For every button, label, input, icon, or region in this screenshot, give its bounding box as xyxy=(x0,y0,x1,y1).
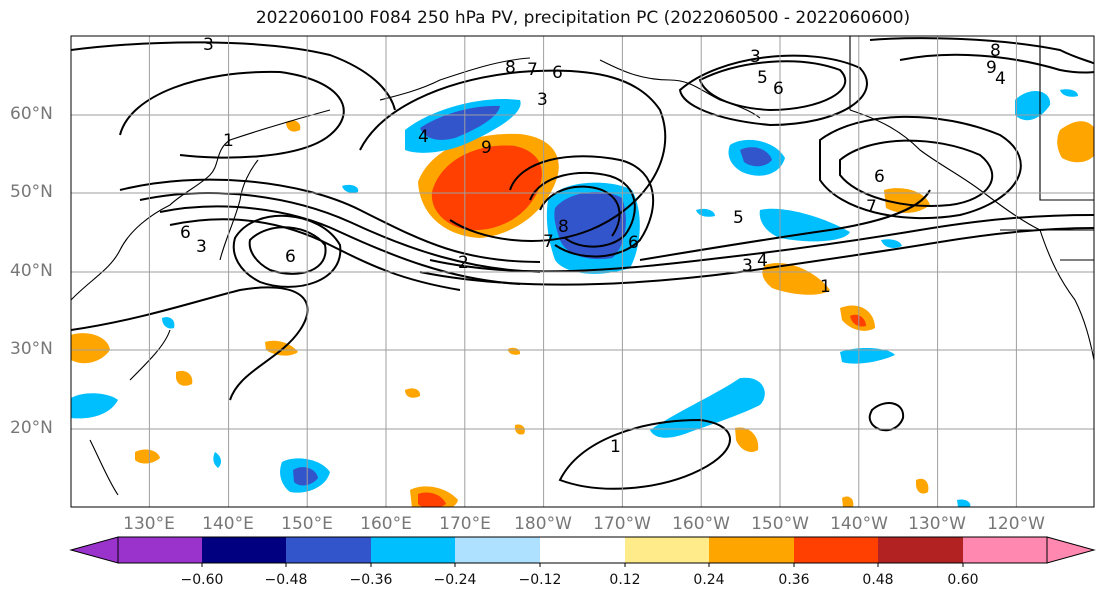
contour-label: 4 xyxy=(418,127,429,147)
colorbar-swatch xyxy=(118,537,202,563)
colorbar-tick-label: −0.60 xyxy=(180,572,224,588)
colorbar-tick-label: −0.36 xyxy=(349,572,393,588)
colorbar-swatch xyxy=(794,537,878,563)
colorbar-swatch xyxy=(963,537,1047,563)
contour-label: 1 xyxy=(223,131,234,151)
contour-label: 4 xyxy=(995,69,1006,89)
contour-label: 3 xyxy=(742,256,753,276)
colorbar-tick-label: 0.36 xyxy=(778,572,810,588)
colorbar-extend-low xyxy=(69,536,119,564)
colorbar-extend-high xyxy=(1046,536,1096,564)
colorbar-swatch xyxy=(878,537,963,563)
contour-label: 3 xyxy=(537,90,548,110)
contour-label: 8 xyxy=(505,58,516,78)
colorbar-swatch xyxy=(371,537,455,563)
contour-label: 8 xyxy=(558,217,569,237)
contour-label: 6 xyxy=(773,79,784,99)
lon-label-140w: 140°W xyxy=(830,514,888,534)
colorbar-swatch xyxy=(540,537,625,563)
contour-label: 5 xyxy=(733,208,744,228)
contour-label: 5 xyxy=(757,68,768,88)
contour-label: 6 xyxy=(552,63,563,83)
map-frame xyxy=(70,35,1095,508)
colorbar-swatch xyxy=(202,537,286,563)
colorbar-frame xyxy=(117,536,1048,564)
contour-label: 7 xyxy=(527,60,538,80)
contour-label: 8 xyxy=(990,41,1001,61)
lon-label-150w: 150°W xyxy=(751,514,809,534)
lon-label-130e: 130°E xyxy=(123,514,175,534)
contour-label: 4 xyxy=(757,251,768,271)
colorbar xyxy=(69,536,1096,567)
colorbar-swatch xyxy=(455,537,540,563)
contour-label: 3 xyxy=(203,35,214,55)
contour-labels: 3 8 7 6 3 3 5 6 8 9 4 1 4 9 6 3 6 2 8 7 … xyxy=(180,35,1006,457)
lat-label-50n: 50°N xyxy=(10,182,53,202)
contour-label: 6 xyxy=(285,247,296,267)
lon-label-150e: 150°E xyxy=(281,514,333,534)
contour-label: 1 xyxy=(820,277,831,297)
colorbar-tick-label: 0.48 xyxy=(862,572,894,588)
contour-label: 2 xyxy=(458,253,469,273)
contour-label: 9 xyxy=(986,58,997,78)
lon-label-170w: 170°W xyxy=(593,514,651,534)
graticule xyxy=(71,36,1094,507)
contour-label: 6 xyxy=(180,223,191,243)
map-title: 2022060100 F084 250 hPa PV, precipitatio… xyxy=(255,8,911,28)
contour-label: 6 xyxy=(874,167,885,187)
colorbar-swatch xyxy=(286,537,371,563)
coastlines xyxy=(71,36,1094,496)
colorbar-swatch xyxy=(709,537,794,563)
lon-label-140e: 140°E xyxy=(202,514,254,534)
lon-label-120w: 120°W xyxy=(987,514,1045,534)
contour-label: 3 xyxy=(196,237,207,257)
colorbar-tick-label: 0.12 xyxy=(609,572,641,588)
contour-label: 3 xyxy=(750,47,761,67)
lon-label-160e: 160°E xyxy=(360,514,412,534)
lat-label-30n: 30°N xyxy=(10,339,53,359)
lat-label-20n: 20°N xyxy=(10,418,53,438)
contour-label: 7 xyxy=(866,197,877,217)
lon-label-170e: 170°E xyxy=(439,514,491,534)
colorbar-tick-label: −0.24 xyxy=(433,572,477,588)
lat-label-40n: 40°N xyxy=(10,261,53,281)
lat-label-60n: 60°N xyxy=(10,104,53,124)
contour-label: 6 xyxy=(628,233,639,253)
colorbar-tick-label: 0.24 xyxy=(693,572,725,588)
contour-label: 9 xyxy=(481,138,492,158)
lon-label-180w: 180°W xyxy=(514,514,572,534)
lon-label-160w: 160°W xyxy=(672,514,730,534)
colorbar-tick-label: −0.48 xyxy=(264,572,308,588)
lon-label-130w: 130°W xyxy=(908,514,966,534)
contour-label: 7 xyxy=(543,232,554,252)
contour-label: 1 xyxy=(610,437,621,457)
colorbar-tick-label: 0.60 xyxy=(947,572,979,588)
colorbar-swatch xyxy=(625,537,709,563)
colorbar-tick-label: −0.12 xyxy=(518,572,562,588)
